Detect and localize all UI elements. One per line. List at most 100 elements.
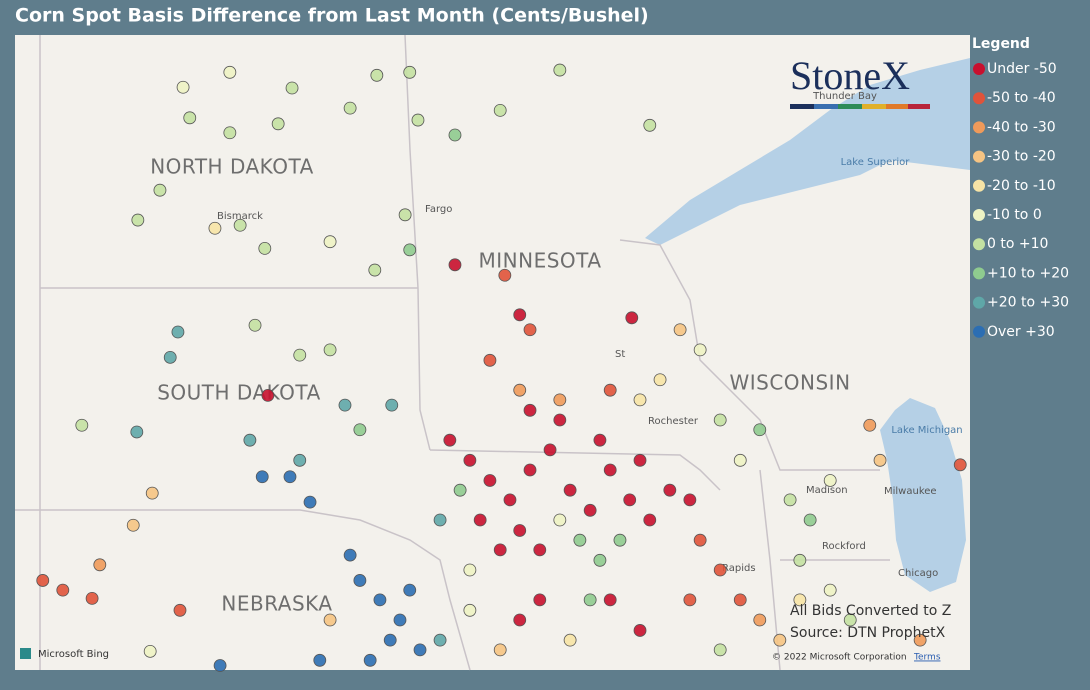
point <box>553 513 567 527</box>
point <box>343 101 357 115</box>
point <box>523 403 537 417</box>
point <box>603 463 617 477</box>
note: Source: DTN ProphetX <box>790 625 946 641</box>
points <box>36 63 967 672</box>
point <box>953 458 967 472</box>
point <box>623 493 637 507</box>
point <box>403 583 417 597</box>
lake-label: Lake Superior <box>841 157 911 168</box>
point <box>368 263 382 277</box>
point <box>448 258 462 272</box>
point <box>463 453 477 467</box>
point <box>213 659 227 672</box>
point <box>323 343 337 357</box>
point <box>75 418 89 432</box>
point <box>283 470 297 484</box>
point <box>603 593 617 607</box>
logo-bar <box>908 104 930 109</box>
legend-label: -30 to -20 <box>987 149 1056 165</box>
point <box>643 118 657 132</box>
legend-swatch <box>973 325 985 338</box>
point <box>583 503 597 517</box>
point <box>303 495 317 509</box>
legend-swatch <box>973 209 985 221</box>
point <box>363 653 377 667</box>
point <box>513 308 527 322</box>
city-label: Rochester <box>648 416 699 427</box>
legend-label: 0 to +10 <box>987 236 1048 252</box>
point <box>713 643 727 657</box>
city-label: Fargo <box>425 204 452 215</box>
point <box>393 613 407 627</box>
point <box>523 323 537 337</box>
map-labels: NORTH DAKOTA MINNESOTA SOUTH DAKOTA WISC… <box>150 91 962 616</box>
point <box>863 418 877 432</box>
point <box>153 183 167 197</box>
point <box>411 113 425 127</box>
point <box>553 63 567 77</box>
logo-bar <box>814 104 838 109</box>
point <box>483 353 497 367</box>
point <box>85 591 99 605</box>
legend-label: Under -50 <box>987 61 1057 77</box>
point <box>183 111 197 125</box>
legend-label: -20 to -10 <box>987 178 1056 194</box>
legend-swatch <box>973 179 985 192</box>
point <box>343 548 357 562</box>
point <box>293 453 307 467</box>
point <box>433 513 447 527</box>
point <box>353 574 367 587</box>
point <box>383 633 397 647</box>
point <box>208 221 222 235</box>
point <box>223 65 237 79</box>
point <box>403 65 417 79</box>
point <box>563 483 577 497</box>
point <box>493 103 507 117</box>
point <box>243 433 257 447</box>
point <box>913 633 927 647</box>
point <box>563 633 577 647</box>
point <box>823 583 837 597</box>
point <box>313 653 327 667</box>
point <box>613 533 627 547</box>
legend-swatch <box>973 63 985 75</box>
point <box>793 553 807 567</box>
point <box>873 453 887 467</box>
logo-bar <box>862 104 886 109</box>
point <box>573 533 587 547</box>
terms-link[interactable]: Terms <box>913 653 941 663</box>
point <box>683 493 697 507</box>
point <box>233 218 247 232</box>
point <box>793 593 807 607</box>
lake <box>880 398 966 592</box>
bing-attribution: Microsoft Bing <box>38 649 109 660</box>
point <box>823 474 837 487</box>
state-label: WISCONSIN <box>729 371 850 395</box>
point <box>593 553 607 567</box>
city-label: Bismarck <box>217 211 263 222</box>
point <box>753 613 767 627</box>
point <box>261 389 275 402</box>
point <box>543 443 557 457</box>
state-label: NEBRASKA <box>221 592 332 616</box>
point <box>473 513 487 527</box>
point <box>493 543 507 557</box>
logo-bar <box>790 104 814 109</box>
legend-label: Over +30 <box>987 324 1055 340</box>
point <box>385 398 399 412</box>
note: All Bids Converted to Z <box>790 603 951 619</box>
lake-label: Lake Michigan <box>891 425 962 436</box>
point <box>323 235 337 249</box>
point <box>503 493 517 507</box>
point <box>171 325 185 339</box>
legend-swatch <box>973 92 985 105</box>
point <box>433 633 447 647</box>
point <box>483 474 497 487</box>
legend-swatch <box>973 238 985 251</box>
point <box>323 613 337 627</box>
point <box>513 524 527 537</box>
legend-swatch <box>973 267 985 280</box>
point <box>533 593 547 607</box>
point <box>603 383 617 397</box>
